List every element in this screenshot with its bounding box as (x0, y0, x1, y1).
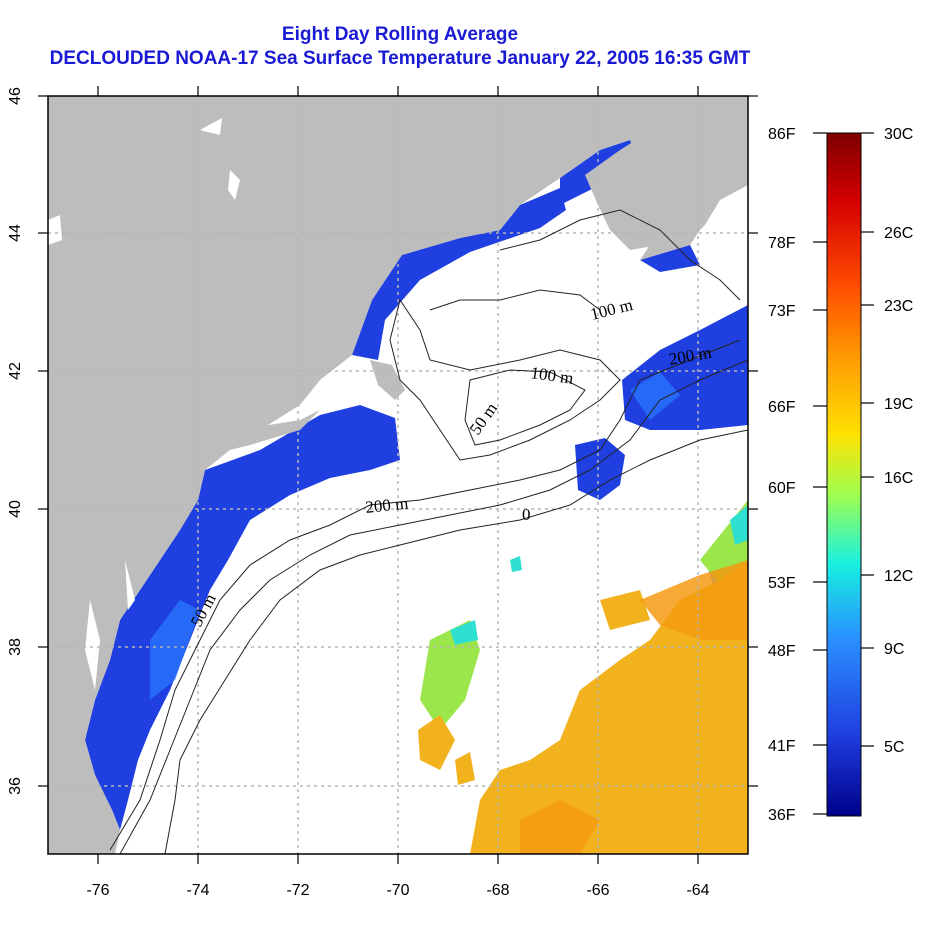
colorbar-c-label: 19C (884, 396, 913, 413)
colorbar-c-label: 5C (884, 739, 904, 756)
x-axis-labels: -76 -74 -72 -70 -68 -66 -64 (86, 882, 709, 899)
colorbar-c-label: 26C (884, 225, 913, 242)
colorbar-f-label: 86F (768, 126, 796, 143)
colorbar-f-label: 66F (768, 399, 796, 416)
x-tick-label: -64 (686, 882, 709, 899)
y-axis-ticks (38, 95, 758, 787)
x-tick-label: -66 (586, 882, 609, 899)
colorbar-f-label: 41F (768, 738, 796, 755)
chart-subtitle: DECLOUDED NOAA-17 Sea Surface Temperatur… (49, 48, 751, 69)
colorbar-c-label: 16C (884, 470, 913, 487)
colorbar-f-label: 60F (768, 480, 796, 497)
colorbar-f-label: 53F (768, 575, 796, 592)
colorbar-f-label: 73F (768, 303, 796, 320)
colorbar-c-ticks (861, 132, 874, 747)
land-mass (48, 96, 748, 854)
colorbar-c-labels: 30C 26C 23C 19C 16C 12C 9C 5C (884, 126, 913, 756)
colorbar-c-label: 12C (884, 568, 913, 585)
chart-title: Eight Day Rolling Average (281, 24, 519, 45)
x-tick-label: -76 (86, 882, 109, 899)
colorbar-f-label: 36F (768, 807, 796, 824)
transitional-water (420, 500, 748, 730)
y-tick-label: 46 (7, 87, 24, 105)
colorbar (826, 132, 862, 817)
warm-core-patches (520, 560, 748, 854)
colorbar-f-ticks (813, 132, 827, 815)
cape-cod-land (370, 360, 405, 400)
x-tick-label: -70 (386, 882, 409, 899)
y-tick-label: 40 (7, 500, 24, 518)
x-tick-label: -74 (186, 882, 209, 899)
colorbar-c-label: 23C (884, 298, 913, 315)
colorbar-f-labels: 86F 78F 73F 66F 60F 53F 48F 41F 36F (768, 126, 796, 824)
map-grid (48, 96, 748, 854)
isobath-label-200m-shelf: 200 m (364, 494, 409, 517)
long-island-land (205, 410, 320, 455)
x-axis-ticks (97, 86, 699, 864)
x-tick-label: -68 (486, 882, 509, 899)
gulf-stream-water (418, 560, 748, 854)
colorbar-f-label: 48F (768, 643, 796, 660)
isobaths (109, 209, 748, 854)
y-tick-label: 44 (7, 224, 24, 242)
x-tick-label: -72 (286, 882, 309, 899)
y-tick-label: 36 (7, 777, 24, 795)
colorbar-c-label: 30C (884, 126, 913, 143)
y-tick-label: 42 (7, 362, 24, 380)
isobath-label-zero: 0 (522, 505, 531, 524)
y-tick-label: 38 (7, 638, 24, 656)
colorbar-c-label: 9C (884, 641, 904, 658)
colorbar-f-label: 78F (768, 235, 796, 252)
y-axis-labels: 36 38 40 42 44 46 (7, 87, 24, 795)
